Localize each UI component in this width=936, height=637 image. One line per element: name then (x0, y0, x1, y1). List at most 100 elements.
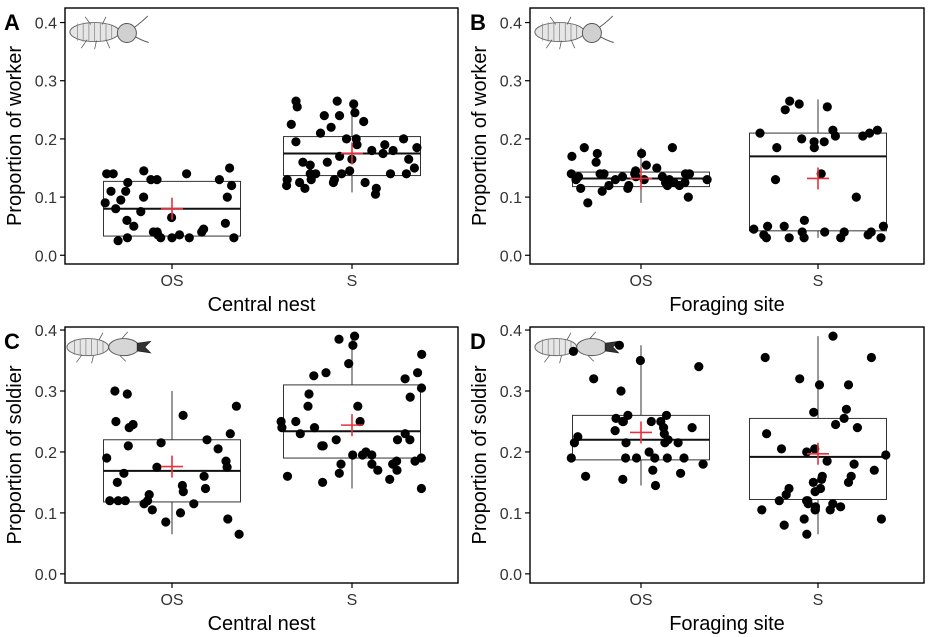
data-point (341, 134, 352, 144)
data-point (623, 183, 633, 193)
data-point (650, 453, 660, 463)
termite-worker-icon (534, 15, 615, 50)
data-point (656, 416, 666, 427)
data-point (184, 233, 194, 243)
data-point (295, 177, 305, 188)
data-point (831, 419, 841, 430)
x-tick-label: S (347, 592, 358, 609)
data-point (139, 192, 149, 202)
y-tick-label: 0.2 (500, 445, 522, 462)
data-point (334, 111, 345, 121)
data-point (631, 172, 641, 182)
data-point (652, 163, 662, 173)
data-point (817, 474, 827, 484)
data-point (866, 352, 877, 363)
data-point (803, 496, 813, 506)
data-point (182, 169, 192, 179)
data-point (866, 227, 876, 237)
data-point (755, 128, 765, 138)
data-point (298, 157, 308, 167)
box-group-s: S (276, 331, 427, 609)
data-point (644, 447, 654, 457)
data-point (757, 505, 767, 515)
box-group-os: OS (100, 163, 241, 290)
data-point (119, 468, 129, 478)
data-point (779, 221, 789, 231)
data-point (660, 438, 670, 448)
data-point (350, 331, 360, 341)
data-point (305, 160, 315, 170)
data-point (129, 221, 139, 231)
data-point (337, 169, 347, 179)
data-point (576, 183, 586, 193)
data-point (820, 227, 830, 237)
data-point (367, 450, 377, 460)
data-point (102, 453, 112, 463)
data-point (810, 505, 820, 515)
data-point (345, 166, 355, 176)
data-point (661, 410, 672, 420)
y-tick-label: 0.3 (500, 384, 522, 401)
data-point (610, 426, 620, 436)
data-point (648, 465, 658, 475)
data-point (698, 459, 708, 469)
data-point (785, 96, 795, 106)
panel-label: B (470, 10, 486, 35)
data-point (405, 435, 415, 445)
data-point (676, 468, 686, 478)
y-tick-label: 0.1 (500, 190, 522, 207)
data-point (225, 429, 235, 439)
data-point (367, 145, 377, 156)
data-point (780, 105, 790, 115)
data-point (667, 143, 678, 153)
data-point (673, 438, 683, 448)
data-point (621, 453, 631, 463)
data-point (409, 163, 419, 173)
data-point (197, 227, 207, 237)
data-point (359, 116, 369, 127)
data-point (876, 514, 887, 524)
data-point (113, 236, 123, 246)
box-group-s: S (749, 96, 889, 290)
data-point (849, 459, 859, 469)
data-point (881, 450, 891, 460)
data-point (876, 233, 886, 243)
data-point (401, 169, 411, 179)
y-tick-label: 0.1 (35, 506, 57, 523)
data-point (136, 207, 146, 217)
data-point (106, 186, 116, 196)
panel-d: D 0.0 0.1 0.2 0.3 0.4 Proportion of soldier For… (469, 323, 925, 635)
data-point (178, 487, 188, 497)
data-point (309, 371, 319, 381)
plot-frame (529, 326, 925, 584)
iqr-box (749, 132, 887, 232)
data-point (566, 169, 576, 179)
data-point (802, 529, 812, 539)
data-point (635, 355, 646, 366)
data-point (105, 496, 115, 506)
data-point (100, 198, 110, 208)
data-point (410, 456, 420, 466)
data-point (872, 125, 883, 135)
data-point (344, 359, 354, 369)
y-axis-label: Proportion of soldier (469, 365, 491, 544)
data-point (616, 386, 626, 396)
data-point (309, 423, 320, 433)
data-point (819, 137, 829, 147)
data-point (809, 137, 819, 147)
data-point (348, 340, 358, 350)
data-point (851, 192, 861, 202)
data-point (878, 221, 889, 231)
data-point (413, 368, 423, 378)
data-point (581, 471, 591, 481)
data-point (617, 172, 628, 182)
data-point (326, 122, 336, 132)
data-point (385, 169, 396, 179)
data-point (322, 157, 332, 167)
mean-marker (630, 421, 652, 444)
data-point (336, 459, 346, 469)
data-point (370, 189, 381, 199)
data-point (319, 111, 329, 121)
y-tick-label: 0.3 (35, 74, 57, 91)
data-point (569, 438, 580, 448)
